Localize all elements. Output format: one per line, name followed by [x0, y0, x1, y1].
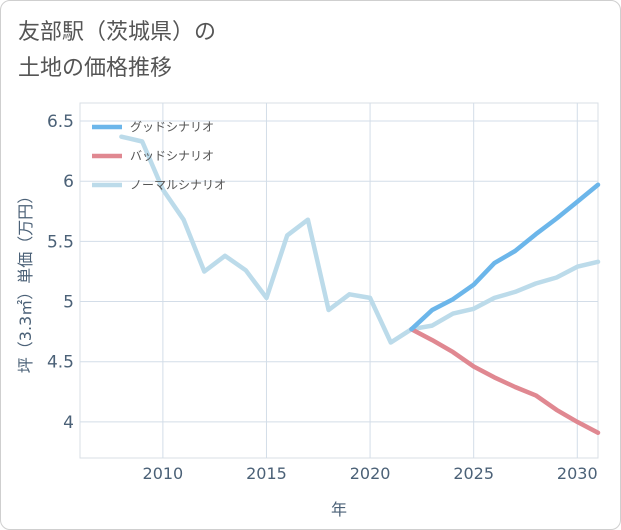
y-axis-title: 坪（3.3㎡）単価（万円）: [16, 188, 35, 373]
legend-label-2: ノーマルシナリオ: [130, 178, 226, 192]
y-tick-label-4: 6: [63, 172, 74, 192]
x-tick-label-2: 2020: [350, 464, 391, 483]
y-tick-label-3: 5.5: [47, 232, 74, 252]
y-tick-label-2: 5: [63, 293, 74, 313]
x-tick-label-1: 2015: [246, 464, 287, 483]
x-tick-label-0: 2010: [143, 464, 184, 483]
plot-area: [79, 102, 599, 459]
series-line-2: [119, 134, 601, 345]
x-axis-title: 年: [331, 500, 347, 519]
chart-title-line-1: 友部駅（茨城県）の: [18, 20, 217, 45]
y-tick-label-5: 6.5: [47, 112, 74, 132]
legend-label-1: バッドシナリオ: [130, 149, 214, 163]
series-line-1: [409, 326, 601, 435]
chart-title: 友部駅（茨城県）の 土地の価格推移: [18, 15, 216, 87]
chart-title-line-2: 土地の価格推移: [18, 56, 173, 81]
y-tick-label-0: 4: [63, 413, 74, 433]
legend-label-0: グッドシナリオ: [130, 120, 214, 134]
x-tick-label-3: 2025: [453, 464, 494, 483]
x-tick-label-4: 2030: [557, 464, 598, 483]
y-tick-label-1: 4.5: [47, 353, 74, 373]
series-line-0: [409, 182, 601, 332]
